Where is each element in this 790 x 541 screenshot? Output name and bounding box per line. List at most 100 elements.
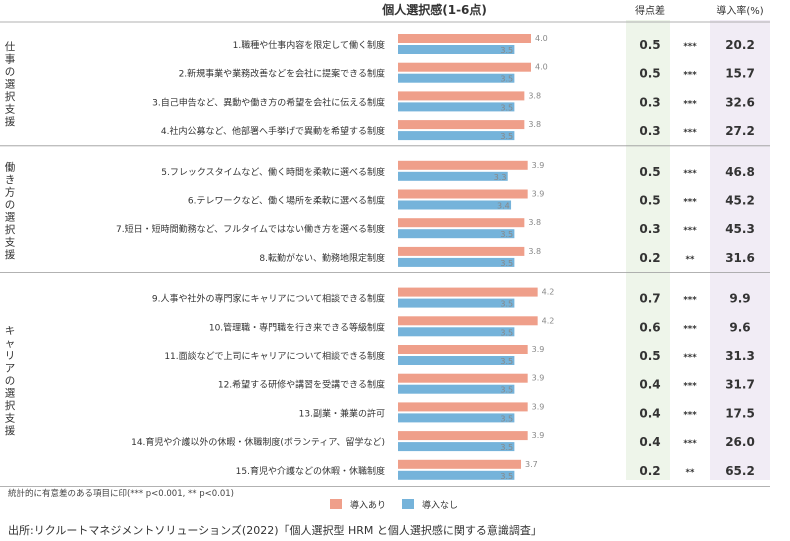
significance-mark: ***	[683, 439, 697, 449]
item-label: 5.フレックスタイムなど、働く時間を柔軟に選べる制度	[161, 166, 385, 178]
bar-with	[398, 459, 522, 469]
bar-without	[398, 356, 515, 365]
bar-without-label: 3.5	[500, 414, 513, 423]
adoption-rate: 31.6	[725, 251, 755, 265]
item-label: 4.社内公募など、他部署へ手挙げで異動を希望する制度	[161, 125, 385, 137]
adoption-rate: 15.7	[725, 67, 755, 81]
bar-without	[398, 327, 515, 337]
bar-without	[398, 229, 515, 239]
bar-without	[398, 442, 515, 452]
bar-with-label: 3.8	[528, 91, 541, 100]
group-label: キャリアの選択支援	[5, 325, 16, 437]
diff-header: 得点差	[635, 4, 665, 17]
group-label: 仕事の選択支援	[5, 40, 16, 128]
significance-mark: ***	[683, 42, 697, 52]
significance-mark: ***	[683, 226, 697, 236]
bar-with	[398, 373, 528, 383]
item-label: 6.テレワークなど、働く場所を柔軟に選べる制度	[188, 195, 385, 207]
bar-without	[398, 298, 515, 308]
legend-label-with: 導入あり	[350, 499, 386, 511]
score-diff: 0.4	[639, 378, 660, 392]
bar-without	[398, 470, 515, 480]
significance-mark: ***	[683, 99, 697, 109]
item-label: 15.育児や介護などの休暇・休職制度	[236, 465, 385, 477]
significance-mark: **	[686, 255, 695, 265]
diff-column-bg	[626, 20, 670, 480]
bar-without-label: 3.5	[500, 357, 513, 366]
bar-with-label: 3.8	[528, 218, 541, 227]
item-label: 13.副業・兼業の許可	[299, 407, 385, 419]
bar-with-label: 4.2	[542, 288, 555, 297]
bar-with-label: 3.8	[528, 120, 541, 129]
bar-with	[398, 287, 538, 297]
adoption-rate: 17.5	[725, 406, 755, 420]
bar-with	[398, 91, 525, 101]
bar-without-label: 3.5	[500, 259, 513, 268]
score-diff: 0.5	[639, 349, 660, 363]
bar-with-label: 4.2	[542, 316, 555, 325]
bar-with-label: 3.8	[528, 247, 541, 256]
group-label: 働き方の選択支援	[5, 160, 16, 261]
adoption-rate: 65.2	[725, 464, 755, 478]
significance-mark: ***	[683, 410, 697, 420]
adoption-rate: 26.0	[725, 435, 755, 449]
score-diff: 0.5	[639, 38, 660, 52]
bar-with-label: 3.9	[532, 374, 545, 383]
bar-with	[398, 402, 528, 412]
item-label: 3.自己申告など、異動や働き方の希望を会社に伝える制度	[152, 96, 385, 108]
significance-note: 統計的に有意差のある項目に印(*** p<0.001, ** p<0.01)	[8, 489, 234, 499]
legend-swatch-with	[330, 499, 342, 509]
score-diff: 0.5	[639, 165, 660, 179]
significance-mark: ***	[683, 71, 697, 81]
item-label: 9.人事や社外の専門家にキャリアについて相談できる制度	[152, 293, 385, 305]
score-diff: 0.3	[639, 95, 660, 109]
bar-with	[398, 431, 528, 441]
score-diff: 0.5	[639, 67, 660, 81]
bar-without-label: 3.5	[500, 328, 513, 337]
legend-swatch-without	[402, 499, 414, 509]
score-diff: 0.3	[639, 222, 660, 236]
bar-with	[398, 316, 538, 326]
significance-mark: ***	[683, 324, 697, 334]
significance-mark: ***	[683, 198, 697, 208]
bar-without-label: 3.5	[500, 230, 513, 239]
significance-mark: ***	[683, 296, 697, 306]
bar-with-label: 3.9	[532, 402, 545, 411]
bar-with	[398, 62, 531, 72]
adoption-rate: 27.2	[725, 124, 755, 138]
bar-without-label: 3.5	[500, 443, 513, 452]
adoption-rate: 32.6	[725, 95, 755, 109]
bar-with-label: 3.9	[532, 345, 545, 354]
bar-without	[398, 413, 515, 423]
significance-mark: **	[686, 468, 695, 478]
item-label: 7.短日・短時間勤務など、フルタイムではない働き方を選べる制度	[116, 223, 385, 235]
adoption-rate: 45.2	[725, 194, 755, 208]
bar-with-label: 4.0	[535, 34, 548, 43]
bar-without	[398, 171, 508, 181]
bar-with-label: 3.7	[525, 460, 538, 469]
score-diff: 0.4	[639, 435, 660, 449]
score-diff: 0.2	[639, 464, 660, 478]
score-diff: 0.5	[639, 194, 660, 208]
adoption-rate: 46.8	[725, 165, 755, 179]
significance-mark: ***	[683, 382, 697, 392]
item-label: 14.育児や介護以外の休暇・休職制度(ボランティア、留学など)	[131, 436, 385, 448]
score-diff: 0.7	[639, 292, 660, 306]
bar-without-label: 3.5	[500, 386, 513, 395]
bar-without-label: 3.3	[494, 173, 507, 182]
bar-without	[398, 257, 515, 267]
significance-mark: ***	[683, 169, 697, 179]
bar-with	[398, 218, 525, 228]
bar-with-label: 4.0	[535, 63, 548, 72]
bar-without	[398, 73, 515, 83]
item-label: 1.職種や仕事内容を限定して働く制度	[233, 39, 385, 51]
score-diff: 0.3	[639, 124, 660, 138]
bar-without-label: 3.5	[500, 472, 513, 481]
bar-with	[398, 189, 528, 199]
bar-without	[398, 45, 515, 54]
score-diff: 0.4	[639, 406, 660, 420]
bar-with	[398, 34, 531, 43]
bar-with-label: 3.9	[532, 161, 545, 170]
bar-without-label: 3.5	[500, 300, 513, 309]
bar-with-label: 3.9	[532, 431, 545, 440]
